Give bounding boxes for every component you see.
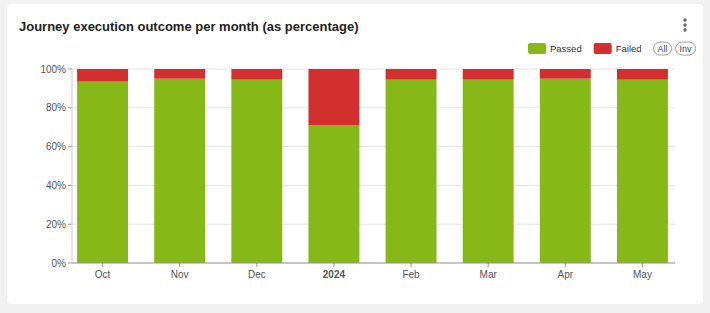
tick-mark	[68, 69, 72, 70]
y-tick-label: 60%	[46, 141, 66, 152]
x-tick	[179, 263, 180, 267]
x-tick-label: 2024	[323, 269, 346, 280]
bar	[231, 80, 282, 263]
legend-swatch[interactable]	[594, 43, 612, 54]
x-tick	[333, 263, 334, 267]
x-tick-label: Nov	[171, 269, 189, 280]
bar	[463, 80, 514, 263]
tick-mark	[68, 107, 72, 108]
legend-button-outline	[654, 42, 672, 55]
x-tick-label: Apr	[558, 269, 574, 280]
menu-dot[interactable]	[683, 28, 686, 31]
x-tick	[411, 263, 412, 267]
bar	[231, 69, 282, 80]
bar	[540, 79, 591, 263]
menu-dot[interactable]	[683, 18, 686, 21]
y-tick-label: 80%	[46, 102, 66, 113]
x-tick	[642, 263, 643, 267]
x-tick	[488, 263, 489, 267]
bar	[308, 69, 359, 125]
x-tick-label: Oct	[95, 269, 111, 280]
y-tick-label: 20%	[46, 219, 66, 230]
tick-mark	[68, 263, 72, 264]
x-tick-label: Feb	[402, 269, 420, 280]
bar	[386, 69, 437, 80]
tick-mark	[68, 185, 72, 186]
x-tick-label: Mar	[480, 269, 498, 280]
bar	[308, 125, 359, 263]
grid-line	[72, 263, 675, 264]
y-tick-label: 40%	[46, 180, 66, 191]
legend-label[interactable]: Failed	[616, 43, 642, 54]
bar	[463, 69, 514, 80]
x-tick	[256, 263, 257, 267]
bar	[540, 69, 591, 79]
legend-button[interactable]: Inv	[676, 42, 696, 55]
x-axis	[72, 263, 675, 264]
card	[7, 4, 703, 304]
bar	[77, 69, 128, 82]
x-tick-label: Dec	[248, 269, 266, 280]
bar	[386, 80, 437, 263]
bar	[617, 80, 668, 263]
bar	[77, 82, 128, 263]
x-tick	[565, 263, 566, 267]
legend-button-label[interactable]: All	[658, 44, 668, 54]
legend-button-outline	[676, 42, 696, 55]
tick-mark	[68, 224, 72, 225]
title: Journey execution outcome per month (as …	[19, 19, 359, 34]
x-tick-label: May	[633, 269, 652, 280]
x-tick	[102, 263, 103, 267]
legend-button-label[interactable]: Inv	[680, 44, 693, 54]
bar	[617, 69, 668, 80]
menu-dot[interactable]	[683, 23, 686, 26]
y-tick-label: 0%	[52, 258, 67, 269]
legend-swatch[interactable]	[528, 43, 546, 54]
bar	[154, 69, 205, 79]
legend-button[interactable]: All	[654, 42, 672, 55]
tick-mark	[68, 146, 72, 147]
y-tick-label: 100%	[40, 64, 66, 75]
bar	[154, 79, 205, 263]
chart: Journey execution outcome per month (as …	[0, 0, 710, 313]
legend-label[interactable]: Passed	[550, 43, 582, 54]
bars	[77, 69, 668, 263]
y-axis	[72, 69, 73, 263]
